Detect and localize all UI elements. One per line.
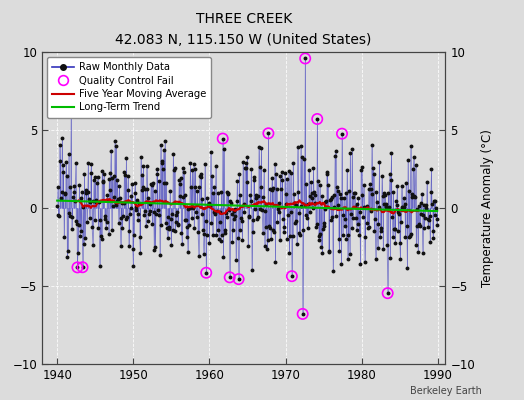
Title: THREE CREEK
42.083 N, 115.150 W (United States): THREE CREEK 42.083 N, 115.150 W (United … bbox=[115, 12, 372, 47]
Point bbox=[202, 270, 211, 276]
Y-axis label: Temperature Anomaly (°C): Temperature Anomaly (°C) bbox=[481, 129, 494, 287]
Point bbox=[73, 264, 82, 270]
Point bbox=[219, 135, 227, 142]
Point bbox=[299, 311, 307, 317]
Point bbox=[313, 116, 321, 122]
Point bbox=[264, 130, 272, 136]
Point bbox=[225, 274, 234, 280]
Point bbox=[288, 273, 296, 279]
Legend: Raw Monthly Data, Quality Control Fail, Five Year Moving Average, Long-Term Tren: Raw Monthly Data, Quality Control Fail, … bbox=[47, 57, 211, 118]
Point bbox=[338, 130, 346, 137]
Point bbox=[384, 290, 392, 296]
Point bbox=[78, 264, 86, 270]
Point bbox=[67, 106, 75, 112]
Point bbox=[301, 55, 309, 62]
Text: Berkeley Earth: Berkeley Earth bbox=[410, 386, 482, 396]
Point bbox=[234, 276, 243, 282]
